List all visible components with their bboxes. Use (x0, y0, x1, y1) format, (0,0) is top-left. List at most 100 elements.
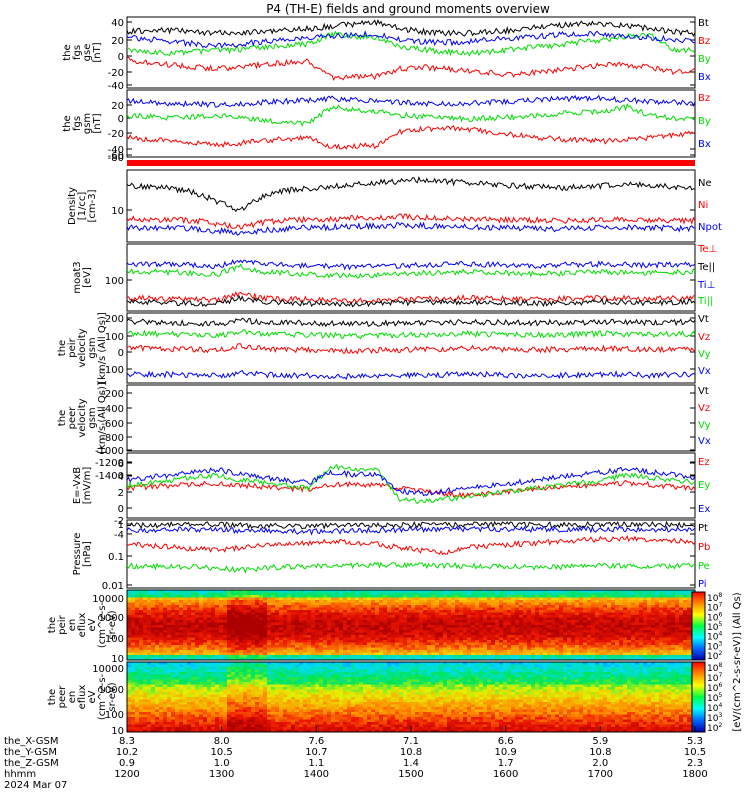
spectrogram-cell (235, 612, 240, 616)
spectrogram-cell (227, 637, 232, 641)
spectrogram-cell (447, 655, 452, 658)
spectrogram-cell (675, 627, 680, 631)
spectrogram-cell (487, 600, 492, 603)
spectrogram-cell (255, 610, 260, 613)
spectrogram-cell (379, 597, 384, 601)
spectrogram-cell (567, 637, 572, 641)
spectrogram-cell (283, 657, 288, 661)
spectrogram-cell (247, 630, 252, 633)
spectrogram-cell (267, 600, 272, 603)
spectrogram-cell (275, 617, 280, 621)
spectrogram-cell (535, 610, 540, 613)
spectrogram-cell (139, 650, 144, 653)
spectrogram-cell (487, 635, 492, 638)
spectrogram-cell (227, 699, 232, 703)
spectrogram-cell (303, 607, 308, 611)
spectrogram-cell (295, 637, 300, 641)
spectrogram-cell (403, 615, 408, 618)
spectrogram-cell (235, 645, 240, 648)
spectrogram-cell (339, 637, 344, 641)
spectrogram-cell (171, 687, 176, 690)
spectrogram-cell (167, 722, 172, 725)
spectrogram-cell (199, 595, 204, 598)
spectrogram-cell (291, 590, 296, 593)
spectrogram-cell (663, 645, 668, 648)
spectrogram-cell (299, 595, 304, 598)
spectrogram-cell (487, 637, 492, 641)
spectrogram-cell (523, 625, 528, 628)
spectrogram-cell (283, 642, 288, 646)
spectrogram-cell (551, 635, 556, 638)
spectrogram-cell (439, 650, 444, 653)
spectrogram-cell (383, 657, 388, 661)
spectrogram-cell (151, 667, 156, 670)
spectrogram-cell (455, 595, 460, 598)
spectrogram-cell (175, 647, 180, 651)
spectrogram-cell (399, 645, 404, 648)
spectrogram-cell (219, 655, 224, 658)
spectrogram-cell (371, 590, 376, 593)
spectrogram-cell (159, 650, 164, 653)
spectrogram-cell (155, 704, 160, 708)
spectrogram-cell (139, 632, 144, 636)
spectrogram-cell (363, 605, 368, 608)
traces (127, 463, 695, 505)
spectrogram-cell (391, 647, 396, 651)
spectrogram-cell (195, 679, 200, 683)
spectrogram-cell (447, 637, 452, 641)
spectrogram-cell (663, 590, 668, 593)
spectrogram-cell (647, 645, 652, 648)
spectrogram-cell (555, 642, 560, 646)
spectrogram-cell (267, 620, 272, 623)
spectrogram-cell (167, 662, 172, 665)
spectrogram-cell (251, 615, 256, 618)
spectrogram-cell (683, 592, 688, 596)
spectrogram-cell (195, 637, 200, 641)
spectrogram-cell (495, 635, 500, 638)
spectrogram-cell (207, 625, 212, 628)
spectrogram-cell (571, 657, 576, 661)
spectrogram-cell (415, 637, 420, 641)
spectrogram-cell (191, 637, 196, 641)
spectrogram-cell (599, 640, 604, 643)
spectrogram-cell (499, 630, 504, 633)
spectrogram-cell (575, 595, 580, 598)
y-tick-label: 20 (111, 36, 124, 47)
spectrogram-cell (323, 607, 328, 611)
spectrogram-cell (127, 625, 132, 628)
spectrogram-cell (411, 640, 416, 643)
spectrogram-cell (527, 595, 532, 598)
spectrogram-cell (219, 722, 224, 725)
spectrogram-cell (227, 590, 232, 593)
spectrogram-cell (199, 709, 204, 713)
spectrogram-cell (555, 592, 560, 596)
spectrogram-cell (143, 687, 148, 690)
spectrogram-cell (279, 617, 284, 621)
spectrogram-cell (359, 630, 364, 633)
spectrogram-cell (399, 602, 404, 606)
spectrogram-cell (495, 607, 500, 611)
spectrogram-cell (427, 622, 432, 626)
spectrogram-cell (379, 637, 384, 641)
spectrogram-cell (151, 615, 156, 618)
spectrogram-cell (291, 617, 296, 621)
spectrogram-cell (419, 615, 424, 618)
spectrogram-cell (283, 632, 288, 636)
spectrogram-cell (339, 605, 344, 608)
spectrogram-cell (415, 652, 420, 656)
spectrogram-cell (155, 717, 160, 720)
spectrogram-cell (259, 625, 264, 628)
spectrogram-cell (219, 652, 224, 656)
spectrogram-cell (535, 655, 540, 658)
spectrogram-cell (231, 600, 236, 603)
spectrogram-cell (159, 637, 164, 641)
spectrogram-cell (647, 617, 652, 621)
spectrogram-cell (627, 630, 632, 633)
spectrogram-cell (383, 630, 388, 633)
spectrogram-cell (247, 640, 252, 643)
spectrogram-cell (635, 592, 640, 596)
spectrogram-cell (395, 615, 400, 618)
spectrogram-cell (515, 615, 520, 618)
spectrogram-cell (435, 612, 440, 616)
spectrogram-cell (187, 729, 192, 733)
